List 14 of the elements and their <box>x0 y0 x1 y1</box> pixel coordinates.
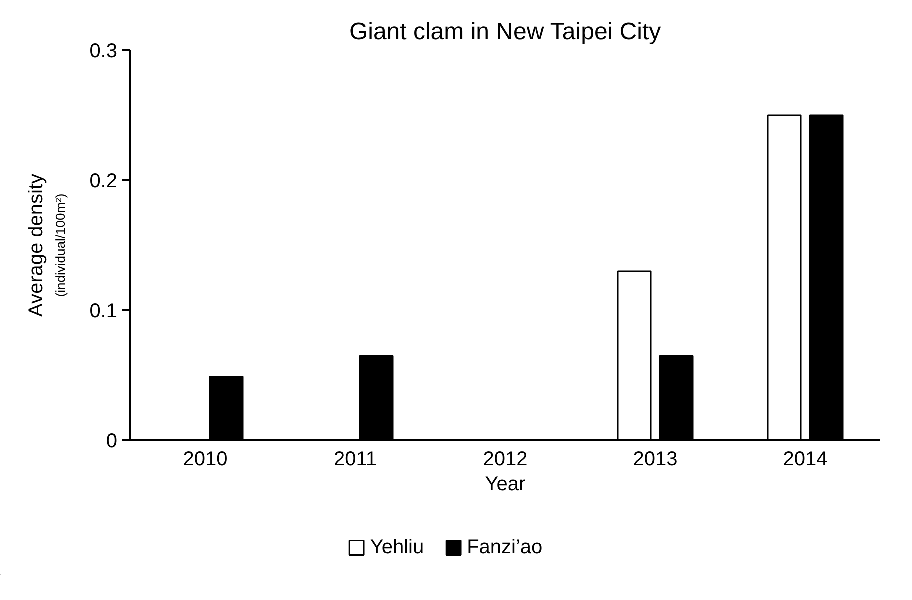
x-tick-label: 2011 <box>334 448 378 470</box>
y-tick-label: 0.1 <box>90 300 118 322</box>
y-tick-label: 0.2 <box>90 170 118 192</box>
x-tick-label: 2010 <box>183 448 228 470</box>
y-tick-label: 0.3 <box>90 40 118 62</box>
x-tick-label: 2013 <box>633 448 678 470</box>
x-axis-title: Year <box>485 474 526 496</box>
y-axis-title: Average density (individual/100m²) <box>26 174 68 318</box>
chart-title: Giant clam in New Taipei City <box>349 18 662 46</box>
legend-label: Fanzi’ao <box>467 536 543 559</box>
x-tick-label: 2012 <box>483 448 528 470</box>
legend-label: Yehliu <box>370 536 424 559</box>
y-tick-label: 0 <box>106 430 118 452</box>
x-tick-label: 2014 <box>783 448 828 470</box>
